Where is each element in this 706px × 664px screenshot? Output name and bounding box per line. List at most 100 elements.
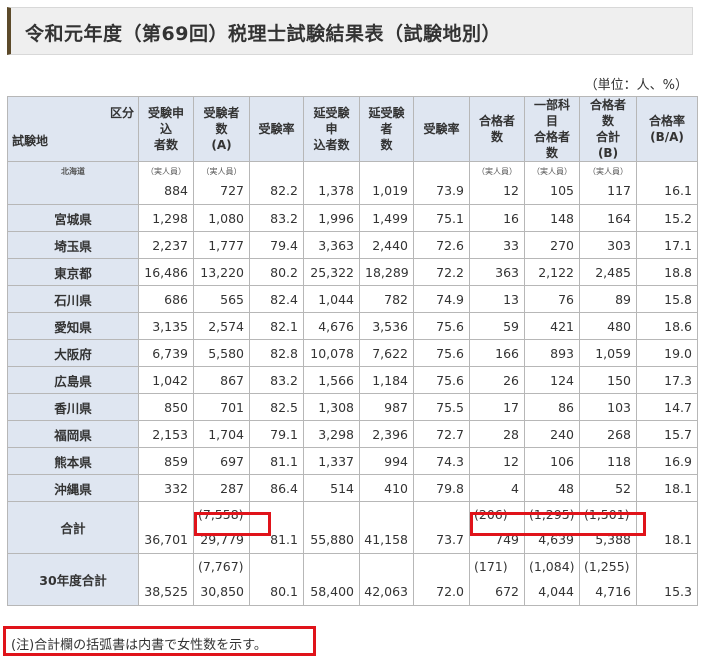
value-cell: 1,184 bbox=[359, 366, 414, 394]
pref-cell-top: 北海道 bbox=[7, 161, 139, 205]
value-cell: 79.1 bbox=[249, 420, 304, 448]
value-cell: 83.2 bbox=[249, 204, 304, 232]
total-value: 38,525 bbox=[144, 584, 188, 599]
table-row: 沖縄県 332 287 86.4 514 410 79.8 4 48 52 18.1 bbox=[7, 474, 698, 502]
value-cell: 75.6 bbox=[413, 312, 470, 340]
value-cell: 2,485 bbox=[579, 258, 637, 286]
value-cell: 2,440 bbox=[359, 231, 414, 259]
value-cell: 19.0 bbox=[636, 339, 698, 367]
value-cell: 103 bbox=[579, 393, 637, 421]
table-row: 宮城県 1,298 1,080 83.2 1,996 1,499 75.1 16 148 164 1… bbox=[7, 204, 698, 232]
total-label: 合計 bbox=[7, 501, 139, 554]
value-cell: 782 bbox=[359, 285, 414, 313]
total-value: 30,850 bbox=[200, 584, 244, 599]
value-cell: 303 bbox=[579, 231, 637, 259]
value-cell: 16.9 bbox=[636, 447, 698, 475]
value-cell: 1,044 bbox=[303, 285, 360, 313]
value-cell: 166 bbox=[469, 339, 525, 367]
value-cell: 2,122 bbox=[524, 258, 580, 286]
value-cell: 987 bbox=[359, 393, 414, 421]
value-cell: 72.6 bbox=[413, 231, 470, 259]
value-cell: 59 bbox=[469, 312, 525, 340]
value-cell: 10,078 bbox=[303, 339, 360, 367]
value-cell: 81.1 bbox=[249, 501, 304, 554]
value-cell: 859 bbox=[138, 447, 194, 475]
value-cell: 17.3 bbox=[636, 366, 698, 394]
pref-name: 東京都 bbox=[7, 258, 139, 286]
value-cell: 421 bbox=[524, 312, 580, 340]
prev-year-total-row: 30年度合計 38,525 (7,767) 30,850 80.1 58,400 42,06… bbox=[7, 553, 698, 606]
value-cell: 514 bbox=[303, 474, 360, 502]
value-cell: (7,767) 30,850 bbox=[193, 553, 250, 606]
value-cell: 410 bbox=[359, 474, 414, 502]
value-cell: 17 bbox=[469, 393, 525, 421]
total-value: 15.3 bbox=[664, 584, 692, 599]
total-value: 58,400 bbox=[310, 584, 354, 599]
value-cell: 75.6 bbox=[413, 366, 470, 394]
pref-name: 熊本県 bbox=[7, 447, 139, 475]
value-cell: 124 bbox=[524, 366, 580, 394]
total-value: 80.1 bbox=[270, 584, 298, 599]
value-cell: 55,880 bbox=[303, 501, 360, 554]
results-table: 区分 試験地 受験申込 者数 受験者数 (A) 受験率 延受験申 込者数 延受験者数 … bbox=[7, 96, 698, 606]
total-value: 72.0 bbox=[436, 584, 464, 599]
corner-label-location: 試験地 bbox=[12, 134, 49, 148]
value-cell: 1,777 bbox=[193, 231, 250, 259]
page-title: 令和元年度（第69回）税理士試験結果表（試験地別） bbox=[25, 23, 501, 45]
value-cell: 25,322 bbox=[303, 258, 360, 286]
value-cell: 17.1 bbox=[636, 231, 698, 259]
value-cell: 3,363 bbox=[303, 231, 360, 259]
value-cell: 268 bbox=[579, 420, 637, 448]
highlight-box-examinees bbox=[194, 512, 271, 536]
value-cell: 81.1 bbox=[249, 447, 304, 475]
value-cell: 80.2 bbox=[249, 258, 304, 286]
value-cell: 1,337 bbox=[303, 447, 360, 475]
value-cell: 3,135 bbox=[138, 312, 194, 340]
value-cell: 686 bbox=[138, 285, 194, 313]
value-cell: 1,298 bbox=[138, 204, 194, 232]
value-cell: 26 bbox=[469, 366, 525, 394]
total-row: 合計 36,701 (7,558) 29,779 81.1 55,880 41,158 73.… bbox=[7, 501, 698, 554]
value-cell: 6,739 bbox=[138, 339, 194, 367]
value-cell: 58,400 bbox=[303, 553, 360, 606]
value-cell: 2,396 bbox=[359, 420, 414, 448]
total-value: 73.7 bbox=[436, 532, 464, 547]
table-row: 大阪府 6,739 5,580 82.8 10,078 7,622 75.6 166 893 1,… bbox=[7, 339, 698, 367]
value-cell: 240 bbox=[524, 420, 580, 448]
value-cell: 15.7 bbox=[636, 420, 698, 448]
value-cell: 106 bbox=[524, 447, 580, 475]
pref-name: 香川県 bbox=[7, 393, 139, 421]
female-count: (171) bbox=[474, 559, 508, 574]
pref-name: 宮城県 bbox=[7, 204, 139, 232]
value-cell: (1,255) 4,716 bbox=[579, 553, 637, 606]
table-row: 愛知県 3,135 2,574 82.1 4,676 3,536 75.6 59 421 480 1… bbox=[7, 312, 698, 340]
highlight-box-passers bbox=[470, 512, 646, 536]
total-value: 42,063 bbox=[364, 584, 408, 599]
value-cell: 13,220 bbox=[193, 258, 250, 286]
value-cell: 12 bbox=[469, 177, 525, 205]
value-cell: 164 bbox=[579, 204, 637, 232]
col-header: 延受験者数 bbox=[359, 96, 414, 162]
total-value: 55,880 bbox=[310, 532, 354, 547]
value-cell: 73.7 bbox=[413, 501, 470, 554]
pref-name: 大阪府 bbox=[7, 339, 139, 367]
female-count: (1,084) bbox=[529, 559, 575, 574]
col-header: 受験率 bbox=[413, 96, 470, 162]
table-row: 埼玉県 2,237 1,777 79.4 3,363 2,440 72.6 33 270 303 1… bbox=[7, 231, 698, 259]
col-header: 延受験申 込者数 bbox=[303, 96, 360, 162]
value-cell: 117 bbox=[579, 177, 637, 205]
value-cell: 727 bbox=[193, 177, 250, 205]
pref-name: 埼玉県 bbox=[7, 231, 139, 259]
value-cell: 18.1 bbox=[636, 501, 698, 554]
corner-label-category: 区分 bbox=[109, 106, 134, 120]
value-cell: 270 bbox=[524, 231, 580, 259]
value-cell: 75.5 bbox=[413, 393, 470, 421]
value-cell: 15.3 bbox=[636, 553, 698, 606]
pref-name: 福岡県 bbox=[7, 420, 139, 448]
value-cell: 148 bbox=[524, 204, 580, 232]
total-value: 4,716 bbox=[595, 584, 631, 599]
value-cell: 994 bbox=[359, 447, 414, 475]
value-cell: 12 bbox=[469, 447, 525, 475]
unit-note bbox=[249, 161, 304, 178]
pref-name: 石川県 bbox=[7, 285, 139, 313]
